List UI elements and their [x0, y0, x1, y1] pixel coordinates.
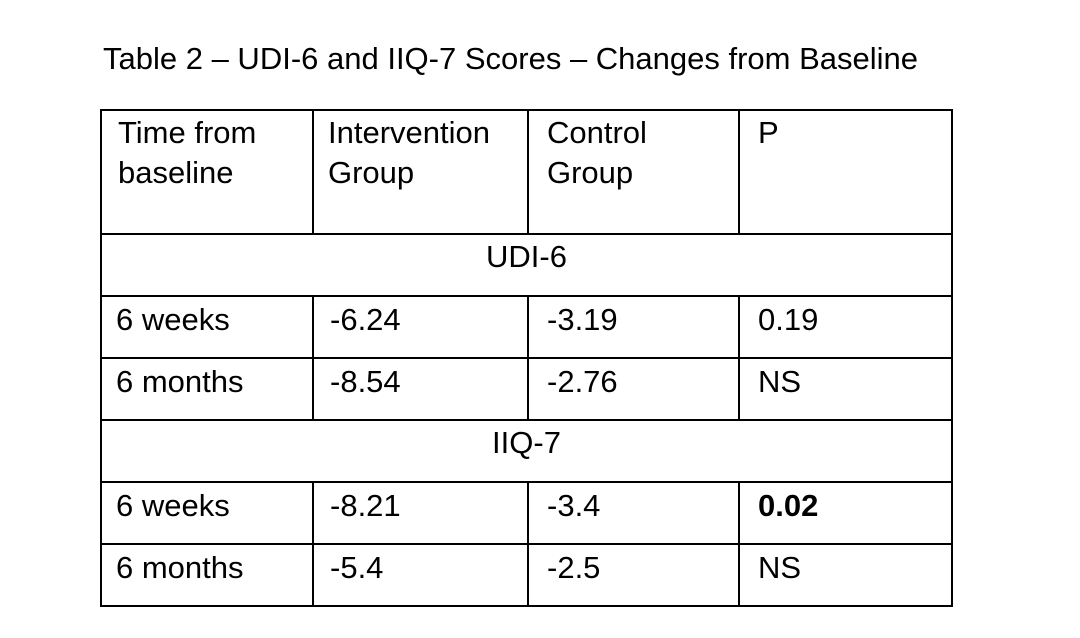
cell-p: NS: [738, 543, 953, 607]
cell-intervention: -5.4: [312, 543, 529, 607]
table-row: 6 weeks -8.21 -3.4 0.02: [100, 481, 953, 545]
cell-control: -3.4: [527, 481, 740, 545]
scores-table: Time from baseline Intervention Group Co…: [100, 109, 953, 607]
cell-p: 0.19: [738, 295, 953, 359]
table-title: Table 2 – UDI-6 and IIQ-7 Scores – Chang…: [103, 41, 919, 76]
cell-control: -3.19: [527, 295, 740, 359]
header-line: Control: [547, 115, 647, 150]
cell-intervention: -6.24: [312, 295, 529, 359]
header-p: P: [738, 109, 953, 235]
header-line: Time from: [118, 115, 257, 150]
section-label: IIQ-7: [100, 419, 953, 483]
header-line: Group: [328, 155, 415, 190]
header-line: baseline: [118, 155, 234, 190]
header-line: Group: [547, 155, 634, 190]
cell-time: 6 weeks: [100, 481, 314, 545]
table-row: 6 months -8.54 -2.76 NS: [100, 357, 953, 421]
cell-intervention: -8.54: [312, 357, 529, 421]
header-control-group: Control Group: [527, 109, 740, 235]
table-row: 6 weeks -6.24 -3.19 0.19: [100, 295, 953, 359]
cell-intervention: -8.21: [312, 481, 529, 545]
table-row: 6 months -5.4 -2.5 NS: [100, 543, 953, 607]
section-row-udi6: UDI-6: [100, 233, 953, 297]
cell-control: -2.5: [527, 543, 740, 607]
header-intervention-group: Intervention Group: [312, 109, 529, 235]
cell-p: 0.02: [738, 481, 953, 545]
cell-time: 6 months: [100, 357, 314, 421]
header-row: Time from baseline Intervention Group Co…: [100, 109, 953, 235]
cell-time: 6 weeks: [100, 295, 314, 359]
cell-control: -2.76: [527, 357, 740, 421]
header-line: P: [758, 115, 779, 150]
cell-time: 6 months: [100, 543, 314, 607]
section-row-iiq7: IIQ-7: [100, 419, 953, 483]
cell-p: NS: [738, 357, 953, 421]
header-line: Intervention: [328, 115, 490, 150]
header-time-from-baseline: Time from baseline: [100, 109, 314, 235]
section-label: UDI-6: [100, 233, 953, 297]
